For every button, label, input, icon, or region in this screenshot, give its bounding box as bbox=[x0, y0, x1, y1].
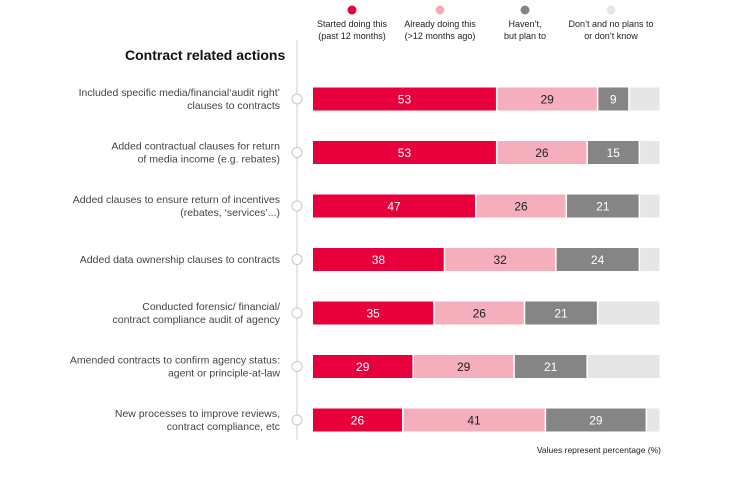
bar-segment bbox=[567, 194, 639, 218]
legend-label: Started doing this (past 12 months) bbox=[317, 19, 388, 41]
legend-label-line: Already doing this bbox=[404, 19, 476, 29]
category-label: Added data ownership clauses to contract… bbox=[80, 254, 280, 266]
category-label-line: (rebates, ‘services’...) bbox=[180, 207, 280, 219]
bar-value-label: 53 bbox=[398, 93, 412, 107]
bar-value-label: 21 bbox=[544, 360, 558, 374]
bar-segment bbox=[313, 355, 413, 378]
legend-label-line: Haven’t, bbox=[508, 19, 541, 29]
bar-value-label: 35 bbox=[366, 307, 380, 321]
bar-value-label: 32 bbox=[493, 253, 507, 267]
category-label-line: Added data ownership clauses to contract… bbox=[80, 254, 280, 266]
bar-segment bbox=[434, 301, 524, 325]
bar-value-label: 26 bbox=[473, 307, 487, 321]
category-label: Conducted forensic/ financial/contract c… bbox=[112, 301, 280, 326]
bar-segment bbox=[598, 87, 629, 111]
bar-value-label: 41 bbox=[467, 414, 481, 428]
legend-marker bbox=[606, 5, 616, 15]
bar-segment bbox=[514, 355, 587, 378]
category-label-line: contract compliance audit of agency bbox=[112, 314, 280, 326]
bar-segment bbox=[546, 408, 646, 432]
bar-value-label: 47 bbox=[387, 200, 401, 214]
bar-segment bbox=[647, 408, 660, 432]
chart-title: Contract related actions bbox=[125, 47, 285, 63]
legend-label-line: (>12 months ago) bbox=[405, 31, 476, 41]
axis-tick-dot bbox=[291, 361, 303, 372]
bar-segment bbox=[497, 141, 587, 164]
bar-segment bbox=[556, 248, 639, 271]
bar-segment bbox=[313, 141, 496, 164]
bar-value-label: 21 bbox=[554, 307, 568, 321]
category-label: Amended contracts to confirm agency stat… bbox=[70, 355, 281, 380]
bar-segment bbox=[525, 301, 597, 325]
bar-value-label: 26 bbox=[514, 200, 528, 214]
category-label-line: Added clauses to ensure return of incent… bbox=[73, 194, 280, 206]
bar-segment bbox=[313, 408, 402, 432]
footnote: Values represent percentage (%) bbox=[537, 445, 661, 455]
category-label-line: Included specific media/financial‘audit … bbox=[79, 87, 280, 99]
category-label: Added clauses to ensure return of incent… bbox=[73, 194, 280, 219]
category-label-line: New processes to improve reviews, bbox=[115, 408, 280, 420]
axis-tick-dot bbox=[291, 93, 303, 105]
bar-segment bbox=[640, 248, 660, 271]
bar-segment bbox=[497, 87, 597, 111]
legend-label-line: Started doing this bbox=[317, 19, 388, 29]
bar-value-label: 21 bbox=[596, 200, 610, 214]
legend: Started doing this (past 12 months) Alread… bbox=[317, 5, 654, 41]
category-label: New processes to improve reviews, contrac… bbox=[115, 408, 280, 433]
bar-value-label: 29 bbox=[540, 93, 554, 107]
bar-segment bbox=[313, 87, 496, 111]
category-label-line: clauses to contracts bbox=[187, 100, 280, 112]
bar-segment bbox=[587, 141, 639, 164]
bar-value-label: 26 bbox=[535, 146, 549, 160]
bar-segment bbox=[640, 141, 660, 164]
bar-segment bbox=[403, 408, 545, 432]
legend-marker bbox=[520, 5, 530, 15]
axis-tick-dot bbox=[291, 254, 303, 265]
bar-segment bbox=[640, 194, 660, 218]
bar-value-label: 26 bbox=[351, 414, 365, 428]
category-label-line: of media income (e.g. rebates) bbox=[138, 154, 280, 166]
bar-value-label: 15 bbox=[607, 146, 621, 160]
legend-label: Haven’t, but plan to bbox=[504, 19, 546, 41]
bar-segment bbox=[629, 87, 660, 111]
category-label: Added contractual clauses for return of m… bbox=[111, 141, 280, 166]
category-label-line: contract compliance, etc bbox=[167, 421, 280, 433]
legend-label-line: or don’t know bbox=[584, 31, 638, 41]
bar-value-label: 9 bbox=[610, 93, 617, 107]
legend-label: Already doing this (>12 months ago) bbox=[404, 19, 476, 41]
bar-segment bbox=[413, 355, 514, 378]
category-label-line: Added contractual clauses for return bbox=[111, 141, 280, 153]
bar-segment bbox=[598, 301, 660, 325]
legend-marker bbox=[435, 5, 445, 15]
bar-value-label: 38 bbox=[372, 253, 386, 267]
bar-segment bbox=[587, 355, 660, 378]
bar-segment bbox=[476, 194, 566, 218]
category-label: Included specific media/financial‘audit … bbox=[79, 87, 280, 112]
axis-tick-dot bbox=[291, 200, 303, 212]
legend-label-line: but plan to bbox=[504, 31, 546, 41]
category-labels: Included specific media/financial‘audit … bbox=[70, 87, 303, 433]
bar-value-label: 24 bbox=[591, 253, 605, 267]
bar-value-label: 53 bbox=[398, 146, 412, 160]
bar-segment bbox=[313, 248, 444, 271]
legend-label-line: (past 12 months) bbox=[318, 31, 386, 41]
bar-segment bbox=[313, 194, 476, 218]
category-label-line: Amended contracts to confirm agency stat… bbox=[70, 355, 280, 367]
category-label-line: Conducted forensic/ financial/ bbox=[142, 301, 280, 313]
bar-segment bbox=[313, 301, 434, 325]
axis-tick-dot bbox=[291, 307, 303, 319]
axis-tick-dot bbox=[291, 414, 303, 426]
legend-marker bbox=[347, 5, 357, 15]
bar-value-label: 29 bbox=[356, 360, 370, 374]
bars: 53 29 9 53 26 15 47 26 21 38 32 24 35 26 21 29 29 21 26 41 2… bbox=[313, 87, 660, 432]
bar-value-label: 29 bbox=[457, 360, 471, 374]
legend-label: Don’t and no plans to or don’t know bbox=[568, 19, 653, 41]
legend-label-line: Don’t and no plans to bbox=[568, 19, 653, 29]
axis-tick-dot bbox=[291, 147, 303, 158]
bar-value-label: 29 bbox=[589, 414, 603, 428]
bar-segment bbox=[445, 248, 556, 271]
category-label-line: agent or principle-at-law bbox=[168, 368, 280, 380]
